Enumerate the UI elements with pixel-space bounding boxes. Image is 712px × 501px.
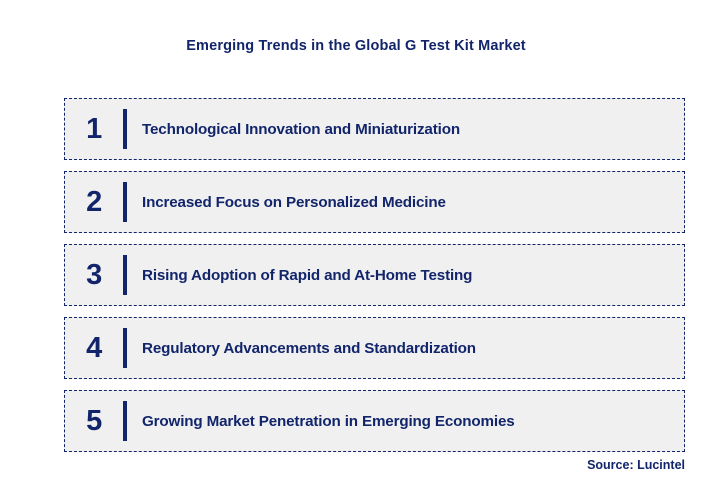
vertical-divider-icon — [123, 328, 127, 368]
list-item[interactable]: 2 Increased Focus on Personalized Medici… — [64, 171, 685, 233]
trend-label: Growing Market Penetration in Emerging E… — [142, 412, 515, 430]
trend-number: 5 — [86, 404, 102, 437]
trend-label: Rising Adoption of Rapid and At-Home Tes… — [142, 266, 473, 284]
trend-number: 4 — [86, 331, 102, 364]
list-item[interactable]: 5 Growing Market Penetration in Emerging… — [64, 390, 685, 452]
list-item[interactable]: 4 Regulatory Advancements and Standardiz… — [64, 317, 685, 379]
trend-number: 3 — [86, 258, 102, 291]
list-item[interactable]: 1 Technological Innovation and Miniaturi… — [64, 98, 685, 160]
vertical-divider-icon — [123, 182, 127, 222]
trend-number: 1 — [86, 112, 102, 145]
trend-label: Regulatory Advancements and Standardizat… — [142, 339, 476, 357]
vertical-divider-icon — [123, 255, 127, 295]
vertical-divider-icon — [123, 401, 127, 441]
list-item[interactable]: 3 Rising Adoption of Rapid and At-Home T… — [64, 244, 685, 306]
trend-label: Technological Innovation and Miniaturiza… — [142, 120, 460, 138]
vertical-divider-icon — [123, 109, 127, 149]
trend-label: Increased Focus on Personalized Medicine — [142, 193, 446, 211]
trend-number: 2 — [86, 185, 102, 218]
trend-list: 1 Technological Innovation and Miniaturi… — [64, 98, 685, 452]
page-title: Emerging Trends in the Global G Test Kit… — [186, 38, 526, 54]
source-attribution: Source: Lucintel — [587, 458, 685, 472]
